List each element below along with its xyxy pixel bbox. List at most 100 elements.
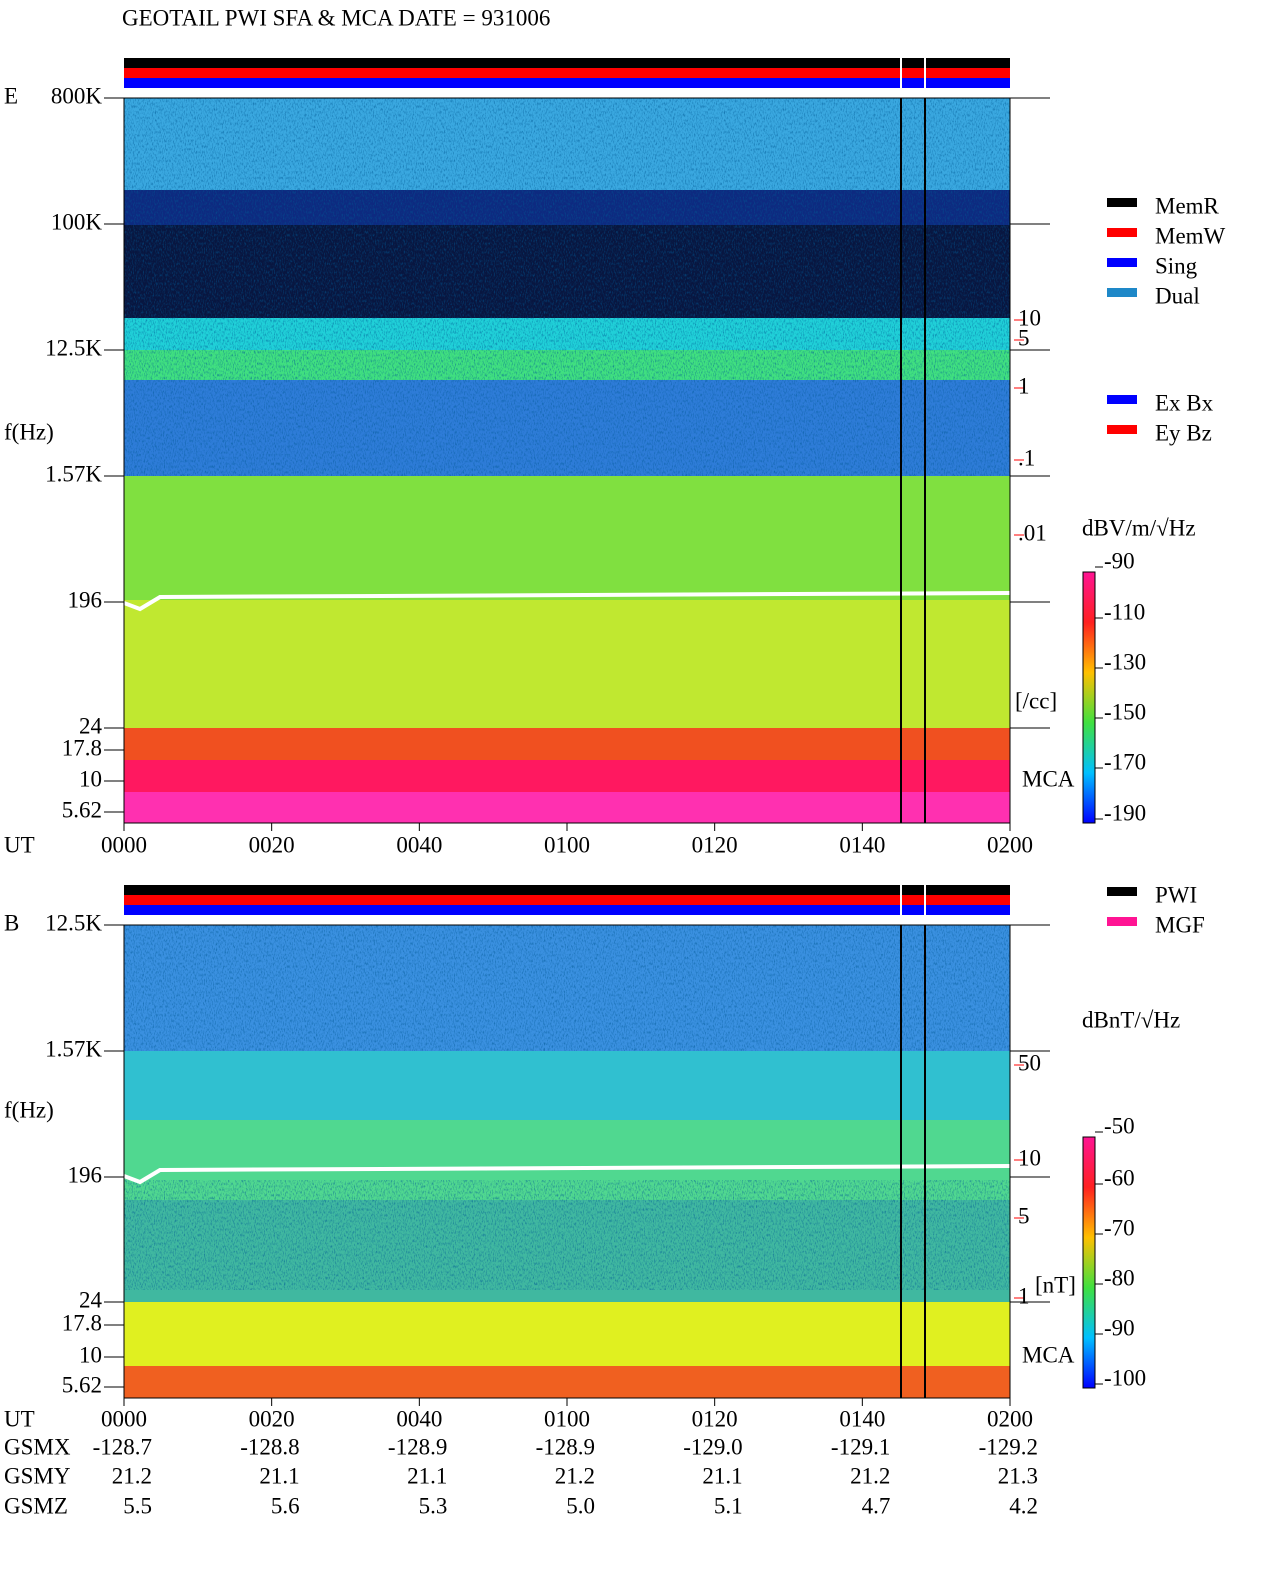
density-tick-label: 5 — [1018, 325, 1030, 350]
density-tick-label: 1 — [1018, 373, 1030, 398]
time-tick-label: 0020 — [249, 832, 295, 857]
colorbar-tick-label: -100 — [1104, 1365, 1146, 1390]
spectrogram-band — [124, 1366, 1010, 1398]
time-tick-label: 0020 — [249, 1406, 295, 1431]
legend-label: Ex Bx — [1155, 390, 1214, 415]
time-tick-label: 0000 — [101, 832, 147, 857]
legend-label: Dual — [1155, 283, 1200, 308]
time-tick-label: 0140 — [839, 832, 885, 857]
mode-bar — [124, 895, 1010, 905]
mca-label: MCA — [1022, 766, 1075, 791]
legend-swatch — [1107, 395, 1137, 404]
colorbar-title: dBnT/√Hz — [1082, 1007, 1180, 1032]
mode-bar — [124, 58, 1010, 68]
cyclotron-line — [123, 591, 1011, 612]
density-tick-label: 10 — [1018, 305, 1041, 330]
freq-tick-label: 1.57K — [45, 1036, 102, 1061]
orbit-value: 21.2 — [555, 1463, 595, 1488]
time-tick-label: 0040 — [396, 1406, 442, 1431]
orbit-label: GSMY — [4, 1463, 71, 1488]
spectrogram-band — [124, 1051, 1010, 1120]
orbit-value: 5.1 — [714, 1493, 743, 1518]
freq-tick-label: 12.5K — [45, 335, 102, 360]
colorbar-tick-label: -90 — [1104, 1315, 1135, 1340]
orbit-value: -129.0 — [683, 1434, 742, 1459]
freq-tick-label: 5.62 — [62, 797, 102, 822]
colorbar — [1082, 571, 1096, 824]
time-tick-label: 0140 — [839, 1406, 885, 1431]
orbit-value: 21.2 — [112, 1463, 152, 1488]
density-unit: [/cc] — [1015, 688, 1057, 713]
colorbar-tick-label: -150 — [1104, 699, 1146, 724]
orbit-value: -129.2 — [979, 1434, 1038, 1459]
time-axis-label: UT — [4, 832, 35, 857]
freq-tick-label: 17.8 — [62, 735, 102, 760]
time-axis-label: UT — [4, 1406, 35, 1431]
orbit-value: -129.1 — [831, 1434, 890, 1459]
orbit-value: 4.2 — [1009, 1493, 1038, 1518]
spectrogram-band — [124, 1302, 1010, 1366]
spectrogram-band — [124, 476, 1010, 600]
mca-label: MCA — [1022, 1342, 1075, 1367]
colorbar-tick-label: -50 — [1104, 1113, 1135, 1138]
time-tick-label: 0200 — [987, 1406, 1033, 1431]
freq-tick-label: 800K — [51, 83, 103, 108]
legend-swatch — [1107, 258, 1137, 267]
freq-tick-label: 1.57K — [45, 461, 102, 486]
colorbar-tick-label: -170 — [1104, 749, 1146, 774]
legend-label: MGF — [1155, 912, 1205, 937]
orbit-value: -128.9 — [536, 1434, 595, 1459]
freq-tick-label: 100K — [51, 209, 103, 234]
density-tick-label: 5 — [1018, 1203, 1030, 1228]
time-tick-label: 0100 — [544, 832, 590, 857]
time-tick-label: 0040 — [396, 832, 442, 857]
freq-tick-label: 24 — [79, 713, 103, 738]
time-tick-label: 0120 — [692, 1406, 738, 1431]
freq-tick-label: 10 — [79, 766, 102, 791]
freq-tick-label: 5.62 — [62, 1372, 102, 1397]
orbit-value: 5.3 — [419, 1493, 448, 1518]
orbit-value: 4.7 — [862, 1493, 891, 1518]
legend-swatch — [1107, 288, 1137, 297]
freq-tick-label: 24 — [79, 1287, 103, 1312]
density-tick-label: 10 — [1018, 1145, 1041, 1170]
spectrogram-band — [124, 792, 1010, 823]
spectrogram-band — [124, 728, 1010, 760]
spectrogram-band — [124, 760, 1010, 792]
legend-label: Sing — [1155, 253, 1198, 278]
density-tick-label: 1 — [1018, 1283, 1030, 1308]
colorbar-tick-label: -80 — [1104, 1265, 1135, 1290]
freq-tick-label: 10 — [79, 1342, 102, 1367]
freq-tick-label: 196 — [68, 1162, 103, 1187]
mode-bar — [124, 885, 1010, 895]
orbit-value: 5.5 — [123, 1493, 152, 1518]
spectrogram-noise — [124, 98, 1010, 476]
spectrogram-band — [124, 600, 1010, 728]
legend-swatch — [1107, 887, 1137, 896]
time-tick-label: 0120 — [692, 832, 738, 857]
orbit-label: GSMX — [4, 1434, 71, 1459]
colorbar-tick-label: -90 — [1104, 548, 1135, 573]
y-axis-label: f(Hz) — [4, 1097, 54, 1122]
orbit-value: 21.2 — [850, 1463, 890, 1488]
legend-swatch — [1107, 198, 1137, 207]
colorbar-tick-label: -190 — [1104, 800, 1146, 825]
panel-label: E — [4, 83, 18, 108]
cyclotron-line — [123, 1164, 1011, 1185]
density-unit: [nT] — [1035, 1272, 1076, 1297]
legend-label: MemW — [1155, 223, 1226, 248]
legend-label: MemR — [1155, 193, 1220, 218]
density-tick-label: 50 — [1018, 1050, 1041, 1075]
orbit-label: GSMZ — [4, 1493, 68, 1518]
orbit-value: 5.0 — [566, 1493, 595, 1518]
legend-swatch — [1107, 917, 1137, 926]
mode-bar — [124, 68, 1010, 78]
orbit-value: 5.6 — [271, 1493, 300, 1518]
freq-tick-label: 12.5K — [45, 910, 102, 935]
orbit-value: -128.8 — [240, 1434, 299, 1459]
spectrogram-noise — [124, 1180, 1010, 1290]
colorbar-tick-label: -130 — [1104, 649, 1146, 674]
colorbar — [1082, 1136, 1096, 1389]
legend-label: PWI — [1155, 882, 1197, 907]
